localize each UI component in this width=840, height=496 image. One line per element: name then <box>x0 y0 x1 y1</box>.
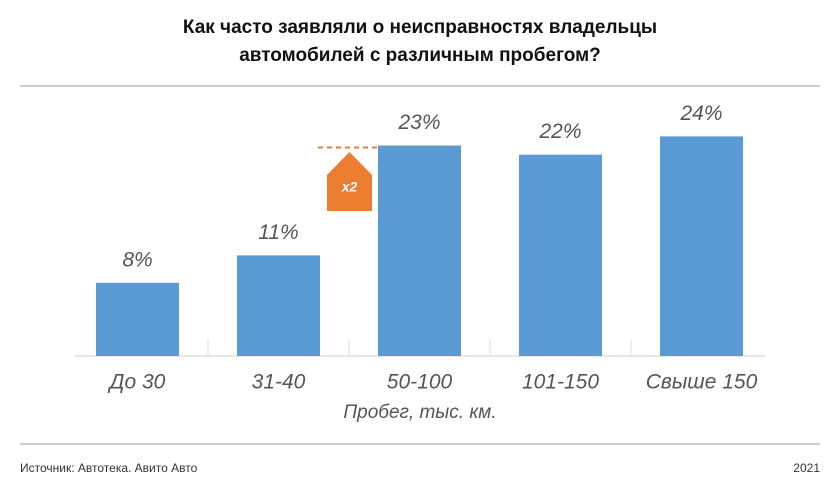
value-label: 11% <box>258 221 298 244</box>
bar <box>237 255 320 356</box>
x-tick-label: 50-100 <box>387 371 453 394</box>
value-label: 23% <box>397 111 440 134</box>
bar <box>96 282 179 356</box>
chart-title: автомобилей с различным пробегом? <box>239 45 601 66</box>
chart-title: Как часто заявляли о неисправностях влад… <box>183 17 657 38</box>
x-axis-title: Пробег, тыс. км. <box>343 402 496 423</box>
bar <box>660 136 743 356</box>
x-tick-label: 101-150 <box>522 371 599 394</box>
annotation-text: x2 <box>341 179 358 195</box>
bar <box>519 154 602 356</box>
x-tick-label: Свыше 150 <box>646 371 758 394</box>
value-label: 24% <box>679 102 722 125</box>
value-label: 22% <box>538 120 581 143</box>
bar <box>378 145 461 356</box>
year: 2021 <box>793 461 820 475</box>
value-label: 8% <box>122 248 152 271</box>
source: Источник: Автотека. Авито Авто <box>20 461 198 475</box>
annotation-arrow <box>327 152 372 211</box>
x-tick-label: 31-40 <box>252 371 306 394</box>
x-tick-label: До 30 <box>108 371 166 394</box>
